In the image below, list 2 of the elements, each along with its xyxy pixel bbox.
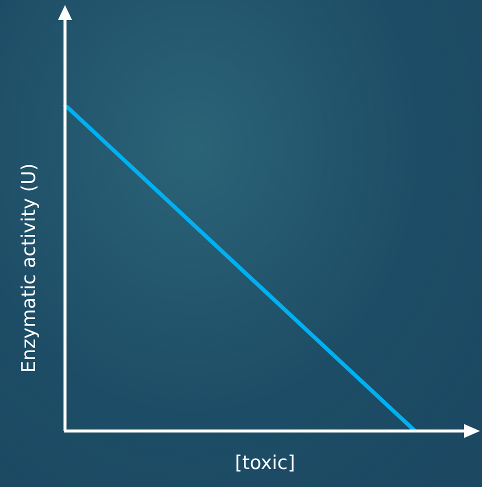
x-axis-title: [toxic] <box>234 452 296 474</box>
y-axis-title: Enzymatic activity (U) <box>18 163 40 373</box>
